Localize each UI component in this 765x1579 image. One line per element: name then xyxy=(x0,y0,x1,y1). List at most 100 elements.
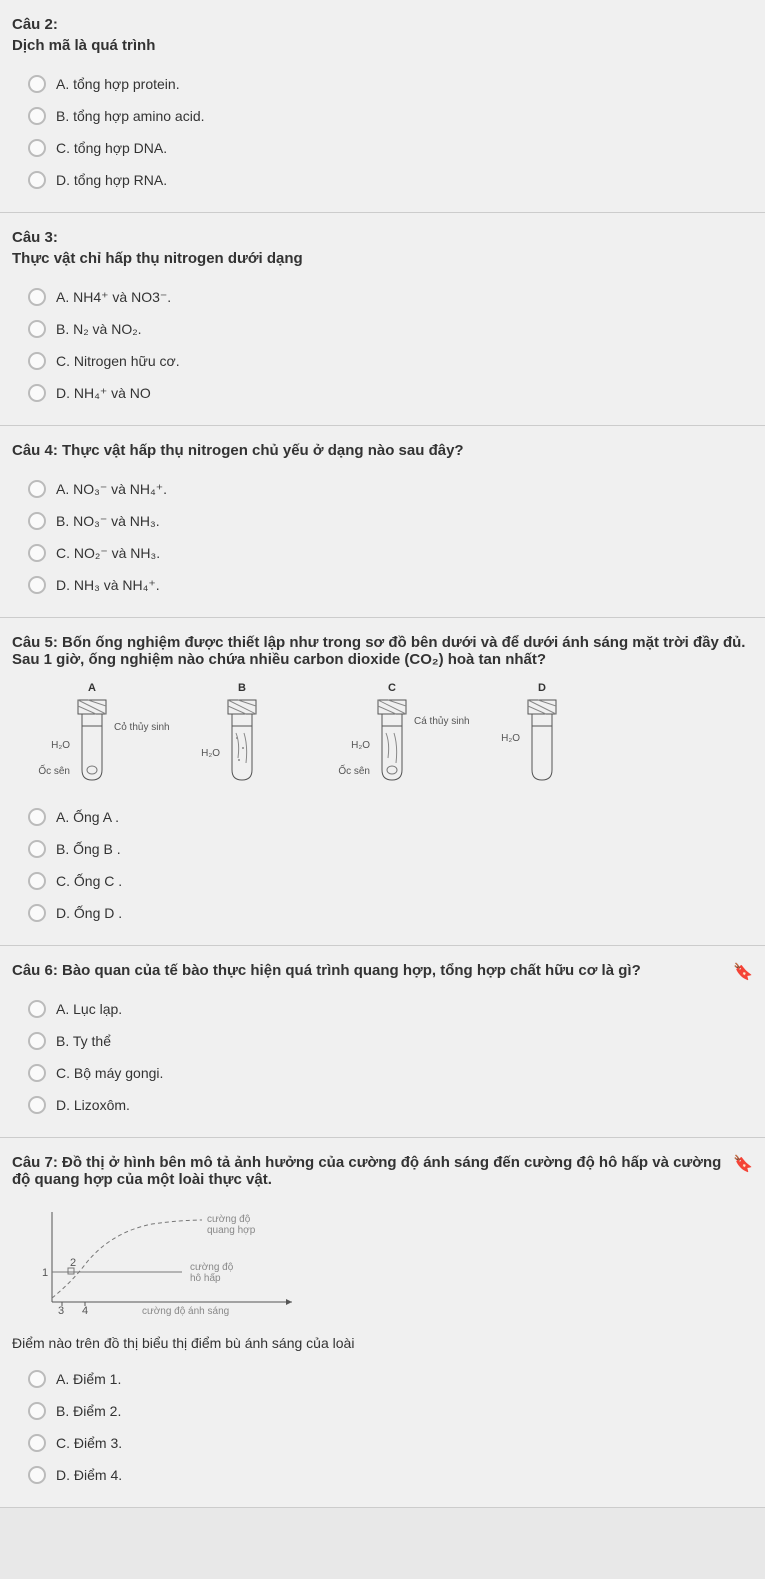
q2-option-a[interactable]: A. tổng hợp protein. xyxy=(12,68,753,100)
q6-option-a[interactable]: A. Lục lạp. xyxy=(12,993,753,1025)
q6-option-d[interactable]: D. Lizoxôm. xyxy=(12,1089,753,1121)
option-label: C. Ống C . xyxy=(56,873,122,889)
radio-icon xyxy=(28,1000,46,1018)
radio-icon xyxy=(28,75,46,93)
chart-point-1: 1 xyxy=(42,1267,48,1279)
chart-point-3: 3 xyxy=(58,1305,64,1317)
chart-point-2: 2 xyxy=(70,1257,76,1269)
q3-option-d[interactable]: D. NH₄⁺ và NO xyxy=(12,377,753,409)
chart-label-x: cường độ ánh sáng xyxy=(142,1306,229,1317)
radio-icon xyxy=(28,872,46,890)
option-label: C. tổng hợp DNA. xyxy=(56,140,167,156)
radio-icon xyxy=(28,320,46,338)
q7-option-c[interactable]: C. Điểm 3. xyxy=(12,1427,753,1459)
chart-label-mid2: hô hấp xyxy=(190,1272,221,1284)
q7-option-b[interactable]: B. Điểm 2. xyxy=(12,1395,753,1427)
option-label: B. Ống B . xyxy=(56,841,121,857)
tube-c-fish: Cá thủy sinh xyxy=(414,716,470,727)
test-tube-icon xyxy=(74,698,110,783)
option-label: B. tổng hợp amino acid. xyxy=(56,108,205,124)
option-label: C. Bộ máy gongi. xyxy=(56,1065,163,1081)
question-3: Câu 3: Thực vật chỉ hấp thụ nitrogen dướ… xyxy=(0,213,765,426)
question-4: Câu 4: Thực vật hấp thụ nitrogen chủ yếu… xyxy=(0,426,765,618)
chart-label-top2: quang hợp xyxy=(207,1225,256,1236)
radio-icon xyxy=(28,107,46,125)
q6-option-b[interactable]: B. Ty thể xyxy=(12,1025,753,1057)
radio-icon xyxy=(28,840,46,858)
q7-option-d[interactable]: D. Điểm 4. xyxy=(12,1459,753,1491)
option-label: A. Lục lạp. xyxy=(56,1001,122,1017)
radio-icon xyxy=(28,1466,46,1484)
q2-option-d[interactable]: D. tổng hợp RNA. xyxy=(12,164,753,196)
tube-a-graphic: H₂O Ốc sên Cỏ thủy sinh xyxy=(74,698,110,783)
q2-text: Dịch mã là quá trình xyxy=(12,37,753,54)
q5-option-c[interactable]: C. Ống C . xyxy=(12,865,753,897)
q5-option-d[interactable]: D. Ống D . xyxy=(12,897,753,929)
line-chart-icon: 1 2 3 4 cường độ quang hợp cường độ hô h… xyxy=(32,1202,312,1322)
option-label: D. Lizoxôm. xyxy=(56,1097,130,1113)
tube-d-h2o: H₂O xyxy=(501,733,520,744)
radio-icon xyxy=(28,1032,46,1050)
q4-option-c[interactable]: C. NO₂⁻ và NH₃. xyxy=(12,537,753,569)
q3-number: Câu 3: xyxy=(12,229,753,246)
option-label: B. Điểm 2. xyxy=(56,1403,121,1419)
q7-chart: 1 2 3 4 cường độ quang hợp cường độ hô h… xyxy=(32,1202,753,1327)
question-7: 🔖 Câu 7: Đồ thị ở hình bên mô tả ảnh hưở… xyxy=(0,1138,765,1508)
q7-caption: Điểm nào trên đồ thị biểu thị điểm bù án… xyxy=(12,1335,753,1351)
option-label: C. Nitrogen hữu cơ. xyxy=(56,353,180,369)
tubes-diagram: A H₂O Ốc sên Cỏ thủy sinh B H₂O xyxy=(32,682,753,783)
bookmark-icon[interactable]: 🔖 xyxy=(733,962,753,982)
test-tube-icon xyxy=(224,698,260,783)
tube-c: C H₂O Ốc sên Cá thủy sinh xyxy=(332,682,452,783)
tube-a-h2o: H₂O xyxy=(51,740,70,751)
tube-b-h2o: H₂O xyxy=(201,748,220,759)
q2-option-b[interactable]: B. tổng hợp amino acid. xyxy=(12,100,753,132)
q3-option-a[interactable]: A. NH4⁺ và NO3⁻. xyxy=(12,281,753,313)
test-tube-icon xyxy=(374,698,410,783)
q3-text: Thực vật chỉ hấp thụ nitrogen dưới dạng xyxy=(12,250,753,267)
q5-option-b[interactable]: B. Ống B . xyxy=(12,833,753,865)
q2-number: Câu 2: xyxy=(12,16,753,33)
radio-icon xyxy=(28,288,46,306)
q7-option-a[interactable]: A. Điểm 1. xyxy=(12,1363,753,1395)
q6-header: Câu 6: Bào quan của tế bào thực hiện quá… xyxy=(12,962,753,979)
tube-c-snail: Ốc sên xyxy=(338,766,370,777)
tube-d-letter: D xyxy=(538,682,546,694)
q4-option-b[interactable]: B. NO₃⁻ và NH₃. xyxy=(12,505,753,537)
q5-header: Câu 5: Bốn ống nghiệm được thiết lập như… xyxy=(12,634,753,668)
q2-option-c[interactable]: C. tổng hợp DNA. xyxy=(12,132,753,164)
radio-icon xyxy=(28,480,46,498)
radio-icon xyxy=(28,1096,46,1114)
option-label: A. NH4⁺ và NO3⁻. xyxy=(56,289,171,306)
q6-option-c[interactable]: C. Bộ máy gongi. xyxy=(12,1057,753,1089)
option-label: C. Điểm 3. xyxy=(56,1435,122,1451)
q5-option-a[interactable]: A. Ống A . xyxy=(12,801,753,833)
radio-icon xyxy=(28,1434,46,1452)
option-label: D. NH₄⁺ và NO xyxy=(56,385,151,402)
option-label: D. NH₃ và NH₄⁺. xyxy=(56,577,160,594)
tube-b-graphic: H₂O xyxy=(224,698,260,783)
q3-option-c[interactable]: C. Nitrogen hữu cơ. xyxy=(12,345,753,377)
tube-a-snail: Ốc sên xyxy=(38,766,70,777)
radio-icon xyxy=(28,1370,46,1388)
q4-option-a[interactable]: A. NO₃⁻ và NH₄⁺. xyxy=(12,473,753,505)
radio-icon xyxy=(28,808,46,826)
tube-a-plant: Cỏ thủy sinh xyxy=(114,722,170,733)
tube-b: B H₂O xyxy=(182,682,302,783)
tube-d-graphic: H₂O xyxy=(524,698,560,783)
test-tube-icon xyxy=(524,698,560,783)
radio-icon xyxy=(28,904,46,922)
option-label: A. Ống A . xyxy=(56,809,119,825)
chart-label-mid1: cường độ xyxy=(190,1262,234,1273)
radio-icon xyxy=(28,512,46,530)
bookmark-icon[interactable]: 🔖 xyxy=(733,1154,753,1174)
chart-label-top1: cường độ xyxy=(207,1214,251,1225)
q3-option-b[interactable]: B. N₂ và NO₂. xyxy=(12,313,753,345)
option-label: B. N₂ và NO₂. xyxy=(56,321,142,337)
question-2: Câu 2: Dịch mã là quá trình A. tổng hợp … xyxy=(0,0,765,213)
radio-icon xyxy=(28,384,46,402)
tube-c-graphic: H₂O Ốc sên Cá thủy sinh xyxy=(374,698,410,783)
option-label: D. Ống D . xyxy=(56,905,122,921)
option-label: B. NO₃⁻ và NH₃. xyxy=(56,513,160,530)
q4-option-d[interactable]: D. NH₃ và NH₄⁺. xyxy=(12,569,753,601)
